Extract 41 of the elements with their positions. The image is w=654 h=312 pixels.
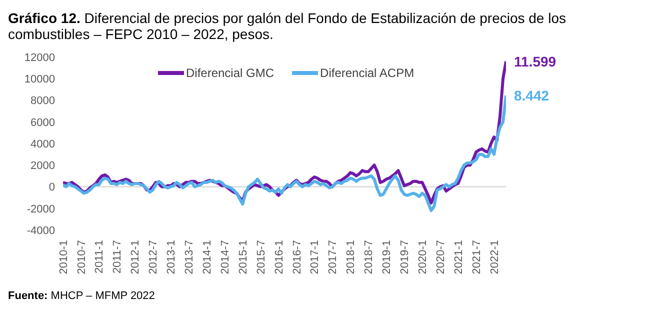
x-tick-label: 2017-7 xyxy=(327,240,340,274)
legend-label: Diferencial ACPM xyxy=(320,66,414,80)
x-tick-label: 2018-7 xyxy=(363,240,376,274)
x-tick-label: 2015-7 xyxy=(255,240,268,274)
x-tick-label: 2021-7 xyxy=(470,240,483,274)
x-tick-label: 2016-7 xyxy=(291,240,304,274)
x-tick-label: 2019-1 xyxy=(381,240,394,274)
y-tick-label: 10000 xyxy=(24,74,55,86)
x-tick-label: 2021-1 xyxy=(452,240,465,274)
x-tick-label: 2010-1 xyxy=(58,240,70,274)
data-label: 8.442 xyxy=(514,87,550,104)
line-series xyxy=(63,94,506,212)
y-tick-label: 6000 xyxy=(30,116,55,129)
x-tick-label: 2014-7 xyxy=(219,240,232,274)
legend-label: Diferencial GMC xyxy=(186,66,274,80)
x-tick-label: 2018-1 xyxy=(345,240,358,274)
x-tick-label: 2011-7 xyxy=(112,240,124,274)
x-tick-label: 2016-1 xyxy=(273,240,286,274)
x-tick-label: 2019-7 xyxy=(399,240,412,274)
x-tick-label: 2017-1 xyxy=(309,240,322,274)
x-tick-label: 2012-7 xyxy=(148,240,160,274)
x-tick-label: 2013-7 xyxy=(184,240,196,274)
y-tick-label: 8000 xyxy=(30,95,55,108)
x-tick-label: 2020-1 xyxy=(417,240,429,274)
x-tick-label: 2015-1 xyxy=(237,240,250,274)
y-tick-label: 12000 xyxy=(24,52,55,64)
x-tick-label: 2012-1 xyxy=(130,240,142,274)
y-tick-label: -2000 xyxy=(26,203,55,216)
x-tick-label: 2020-7 xyxy=(434,240,447,274)
chart-title: Gráfico 12. Diferencial de precios por galón del Fondo de Estabilización de precios de los combustibles – FEPC 2010 – 2022, pesos. xyxy=(8,10,567,42)
x-tick-label: 2010-7 xyxy=(76,240,88,274)
y-tick-label: -4000 xyxy=(26,224,55,237)
source-note: Fuente: MHCP – MFMP 2022 xyxy=(8,290,155,302)
x-tick-label: 2011-1 xyxy=(94,240,106,274)
y-tick-label: 0 xyxy=(48,182,55,194)
data-label: 11.599 xyxy=(514,53,556,70)
x-tick-label: 2014-1 xyxy=(201,240,214,274)
y-tick-label: 2000 xyxy=(30,160,55,172)
x-tick-label: 2013-1 xyxy=(166,240,178,274)
x-tick-label: 2022-1 xyxy=(488,240,501,274)
y-tick-label: 4000 xyxy=(30,138,55,150)
